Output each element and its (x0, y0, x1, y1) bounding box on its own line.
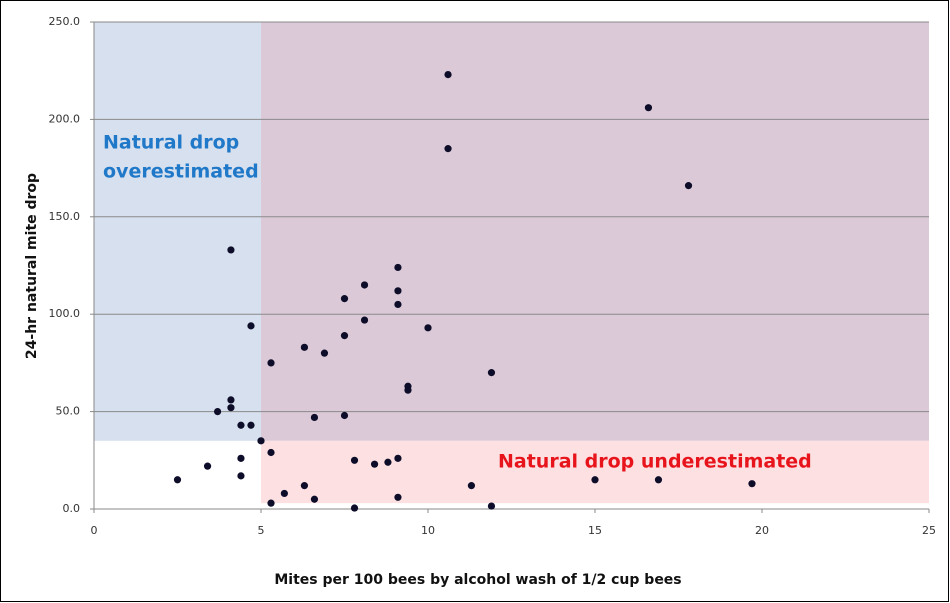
x-tick-label: 5 (258, 524, 265, 537)
x-tick-label: 10 (421, 524, 435, 537)
x-tick-label: 25 (922, 524, 936, 537)
data-point (280, 489, 288, 498)
data-point (394, 454, 402, 462)
data-point (487, 369, 496, 377)
data-point (247, 421, 255, 429)
data-point (227, 396, 235, 404)
x-tick-label: 20 (755, 524, 769, 537)
y-axis-title: 24-hr natural mite drop (24, 173, 40, 359)
x-tick-label: 0 (91, 524, 98, 537)
data-point (227, 404, 235, 412)
data-point (487, 502, 496, 510)
data-point (247, 322, 255, 330)
x-axis-title: Mites per 100 bees by alcohol wash of 1/… (274, 572, 681, 588)
data-point (684, 182, 693, 190)
data-point (467, 482, 476, 490)
data-point (257, 437, 265, 445)
region (261, 22, 929, 441)
data-point (320, 349, 329, 357)
data-point (360, 316, 369, 324)
data-point (340, 411, 349, 420)
data-point (340, 295, 349, 303)
data-point (370, 460, 379, 468)
data-point (267, 499, 275, 507)
region-label: Natural drop (103, 132, 239, 154)
data-point (300, 343, 309, 351)
data-point (394, 300, 402, 309)
y-tick-label: 250.0 (49, 15, 81, 28)
data-point (654, 476, 663, 484)
data-point (424, 324, 432, 332)
data-point (227, 246, 235, 254)
y-tick-label: 150.0 (49, 210, 81, 223)
data-point (310, 413, 319, 422)
data-point (394, 287, 402, 295)
region (94, 22, 261, 441)
y-tick-label: 200.0 (49, 112, 81, 125)
data-point (310, 495, 319, 503)
data-point (350, 456, 359, 464)
data-point (237, 421, 245, 429)
y-tick-label: 100.0 (49, 307, 81, 320)
data-point (237, 472, 245, 480)
x-tick-label: 15 (588, 524, 602, 537)
y-tick-label: 0.0 (63, 502, 81, 515)
data-point (203, 462, 212, 470)
data-point (404, 386, 412, 394)
y-tick-label: 50.0 (56, 405, 81, 418)
data-point (267, 359, 275, 367)
data-point (173, 476, 182, 484)
data-point (213, 408, 222, 416)
data-point (591, 476, 599, 484)
data-point (644, 104, 653, 112)
region-label: overestimated (103, 161, 259, 183)
data-point (394, 263, 402, 272)
data-point (384, 458, 392, 466)
data-point (340, 332, 349, 340)
data-point (350, 504, 359, 512)
data-point (394, 493, 402, 501)
data-point (267, 448, 275, 457)
data-point (748, 480, 756, 488)
data-point (444, 70, 452, 79)
region (261, 440, 929, 504)
data-point (237, 454, 245, 462)
data-point (300, 482, 309, 490)
plot-area: 0.0 50.0 100.0 150.0 200.0 250.0 0 5 10 15 20 25 Nat… (49, 15, 937, 537)
data-point (444, 145, 452, 153)
region-label: Natural drop underestimated (498, 451, 812, 473)
data-point (360, 281, 369, 289)
